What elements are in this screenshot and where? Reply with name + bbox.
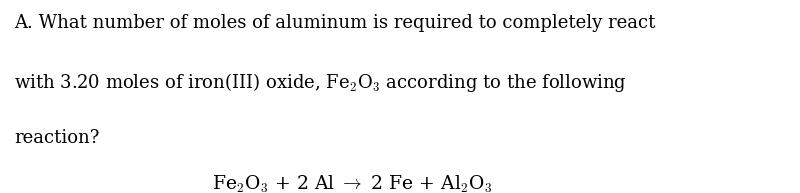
Text: Fe$_2$O$_3$ + 2 Al $\rightarrow$ 2 Fe + Al$_2$O$_3$: Fe$_2$O$_3$ + 2 Al $\rightarrow$ 2 Fe + …: [211, 174, 493, 193]
Text: reaction?: reaction?: [14, 129, 100, 147]
Text: with 3.20 moles of iron(III) oxide, Fe$_2$O$_3$ according to the following: with 3.20 moles of iron(III) oxide, Fe$_…: [14, 71, 627, 94]
Text: A. What number of moles of aluminum is required to completely react: A. What number of moles of aluminum is r…: [14, 14, 656, 31]
